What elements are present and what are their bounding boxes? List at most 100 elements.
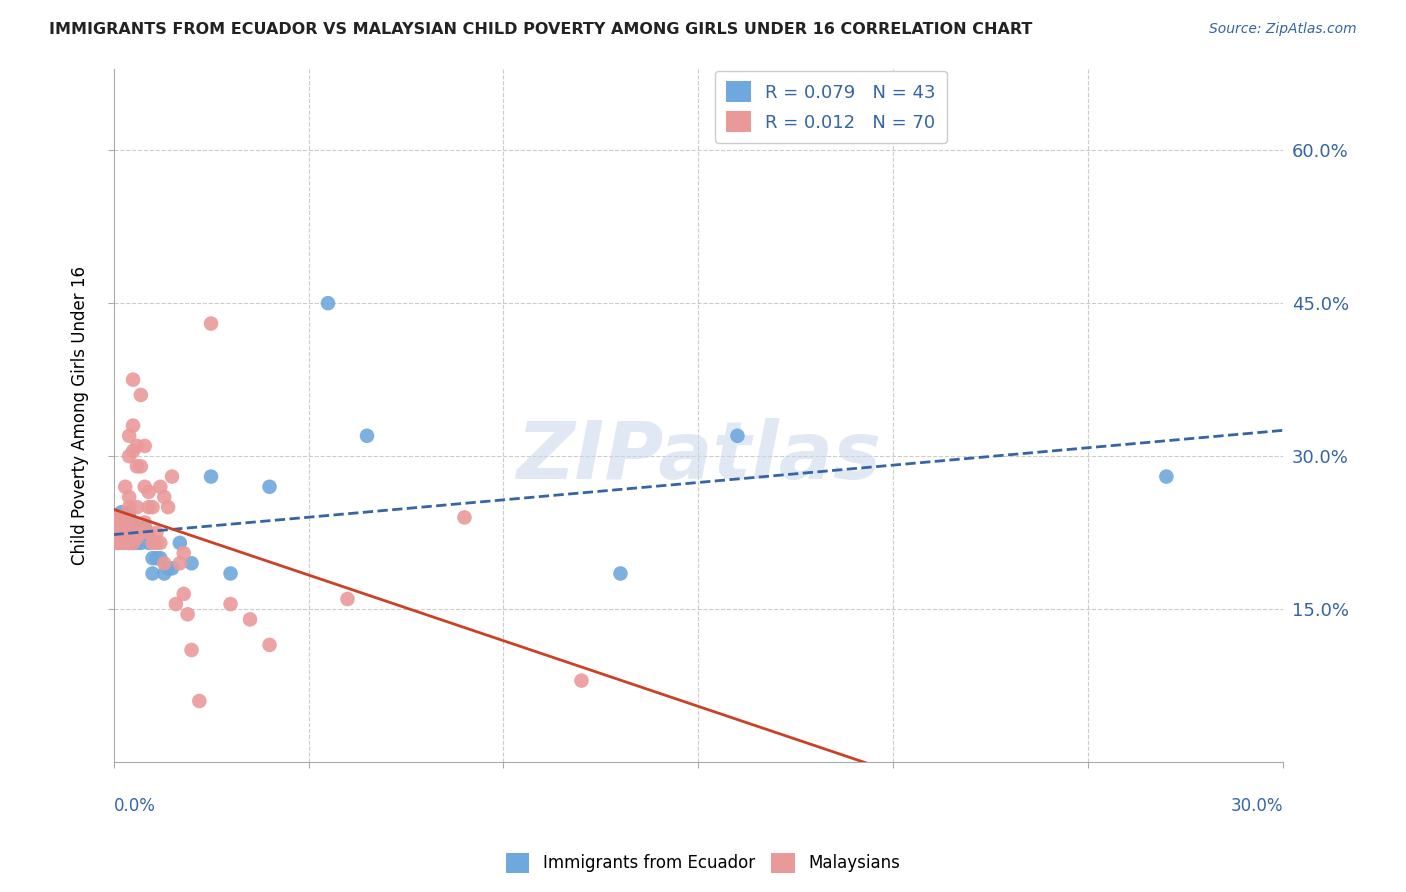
Point: [114, 480, 136, 494]
Point: [316, 296, 339, 310]
Point: [107, 520, 129, 534]
Point: [125, 520, 148, 534]
Point: [114, 516, 136, 530]
Point: [107, 536, 129, 550]
Point: [180, 556, 202, 570]
Point: [157, 500, 180, 515]
Point: [173, 587, 195, 601]
Point: [239, 612, 262, 626]
Point: [149, 480, 172, 494]
Point: [122, 516, 145, 530]
Point: [138, 525, 160, 540]
Point: [107, 510, 129, 524]
Point: [107, 531, 129, 545]
Point: [118, 429, 141, 443]
Point: [153, 490, 176, 504]
Point: [107, 516, 129, 530]
Text: ZIPatlas: ZIPatlas: [516, 418, 882, 496]
Point: [129, 525, 152, 540]
Point: [336, 592, 359, 607]
Y-axis label: Child Poverty Among Girls Under 16: Child Poverty Among Girls Under 16: [72, 266, 89, 565]
Point: [153, 566, 176, 581]
Point: [200, 317, 222, 331]
Point: [122, 536, 145, 550]
Legend: R = 0.079   N = 43, R = 0.012   N = 70: R = 0.079 N = 43, R = 0.012 N = 70: [714, 70, 946, 143]
Point: [114, 520, 136, 534]
Point: [134, 480, 156, 494]
Point: [134, 516, 156, 530]
Point: [122, 516, 145, 530]
Point: [118, 531, 141, 545]
Point: [122, 418, 145, 433]
Point: [118, 516, 141, 530]
Point: [118, 525, 141, 540]
Point: [134, 439, 156, 453]
Point: [141, 566, 163, 581]
Point: [110, 516, 132, 530]
Point: [118, 490, 141, 504]
Point: [141, 551, 163, 566]
Text: 0.0%: 0.0%: [114, 797, 156, 815]
Point: [356, 429, 378, 443]
Point: [134, 520, 156, 534]
Point: [141, 536, 163, 550]
Point: [180, 643, 202, 657]
Text: Source: ZipAtlas.com: Source: ZipAtlas.com: [1209, 22, 1357, 37]
Point: [114, 531, 136, 545]
Point: [107, 525, 129, 540]
Point: [129, 459, 152, 474]
Point: [107, 531, 129, 545]
Point: [145, 525, 167, 540]
Point: [157, 561, 180, 575]
Point: [107, 510, 129, 524]
Point: [145, 551, 167, 566]
Point: [141, 500, 163, 515]
Point: [125, 531, 148, 545]
Point: [107, 536, 129, 550]
Point: [122, 525, 145, 540]
Point: [609, 566, 631, 581]
Point: [114, 531, 136, 545]
Point: [110, 531, 132, 545]
Point: [169, 536, 191, 550]
Point: [122, 531, 145, 545]
Point: [149, 551, 172, 566]
Point: [571, 673, 593, 688]
Point: [122, 525, 145, 540]
Point: [160, 561, 183, 575]
Point: [110, 505, 132, 519]
Point: [118, 505, 141, 519]
Point: [125, 525, 148, 540]
Point: [107, 520, 129, 534]
Point: [219, 597, 242, 611]
Point: [110, 536, 132, 550]
Point: [259, 480, 281, 494]
Point: [114, 525, 136, 540]
Point: [129, 525, 152, 540]
Point: [453, 510, 475, 524]
Point: [118, 449, 141, 463]
Point: [114, 536, 136, 550]
Point: [134, 531, 156, 545]
Point: [145, 536, 167, 550]
Legend: Immigrants from Ecuador, Malaysians: Immigrants from Ecuador, Malaysians: [499, 847, 907, 880]
Point: [114, 510, 136, 524]
Point: [188, 694, 211, 708]
Point: [169, 556, 191, 570]
Point: [160, 469, 183, 483]
Point: [114, 525, 136, 540]
Point: [118, 500, 141, 515]
Point: [138, 484, 160, 499]
Point: [129, 388, 152, 402]
Point: [173, 546, 195, 560]
Point: [153, 556, 176, 570]
Point: [118, 536, 141, 550]
Point: [1156, 469, 1178, 483]
Point: [110, 520, 132, 534]
Point: [165, 597, 187, 611]
Point: [122, 444, 145, 458]
Point: [114, 516, 136, 530]
Point: [200, 469, 222, 483]
Point: [259, 638, 281, 652]
Point: [122, 373, 145, 387]
